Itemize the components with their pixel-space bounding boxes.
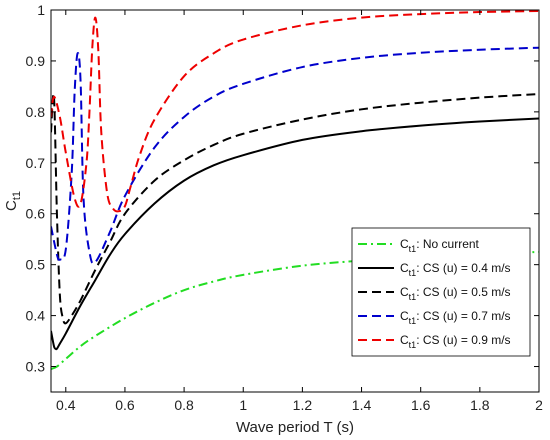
x-tick-label: 0.6: [115, 397, 135, 413]
legend-label-subscript: t1: [409, 268, 417, 278]
legend-label-main: C: [400, 333, 409, 347]
x-axis-title: Wave period T (s): [236, 419, 354, 436]
ticks-layer: 0.4 0.6 0.8 1 1.2 1.4 1.6 1.8 2 0.3 0.4 0.5 0.6 0.7 0.…: [26, 2, 544, 413]
legend-label-subscript: t1: [409, 244, 417, 254]
x-tick-label: 1.6: [411, 397, 431, 413]
legend-label-subscript: t1: [409, 316, 417, 326]
legend-label-text: : CS (u) = 0.9 m/s: [416, 333, 510, 347]
series-layer: [51, 10, 539, 371]
legend-label-subscript: t1: [409, 340, 417, 350]
y-axis-title-subscript: t1: [11, 191, 23, 200]
x-tick-label: 1.4: [352, 397, 372, 413]
y-axis-title-text: Ct1: [3, 191, 23, 211]
legend-label-main: C: [400, 309, 409, 323]
y-tick-label: 0.3: [26, 359, 46, 375]
legend-box: [351, 227, 531, 357]
legend-label-3: Ct1: CS (u) = 0.5 m/s: [400, 285, 511, 302]
legend-label-5: Ct1: CS (u) = 0.9 m/s: [400, 333, 511, 350]
x-tick-label: 1.8: [470, 397, 490, 413]
x-tick-label: 1: [239, 397, 247, 413]
series-line-1: [51, 250, 539, 371]
y-tick-label: 0.8: [26, 104, 46, 120]
x-tick-label: 1.2: [293, 397, 313, 413]
series-line-3: [51, 92, 539, 325]
legend-label-4: Ct1: CS (u) = 0.7 m/s: [400, 309, 511, 326]
legend-label-text: : No current: [416, 237, 479, 251]
y-tick-label: 0.7: [26, 155, 46, 171]
y-tick-label: 0.5: [26, 257, 46, 273]
legend-label-main: C: [400, 237, 409, 251]
legend-label-text: : CS (u) = 0.5 m/s: [416, 285, 510, 299]
plot-frame: [50, 9, 540, 393]
series-line-2: [51, 117, 539, 351]
y-axis-title: Ct1: [3, 191, 23, 211]
y-axis-title-main: C: [3, 200, 20, 211]
x-tick-label: 2: [535, 397, 543, 413]
legend-label-subscript: t1: [409, 292, 417, 302]
x-tick-label: 0.4: [56, 397, 76, 413]
legend-label-2: Ct1: CS (u) = 0.4 m/s: [400, 261, 511, 278]
legend-label-main: C: [400, 261, 409, 275]
series-line-4: [51, 46, 539, 265]
legend-label-text: : CS (u) = 0.7 m/s: [416, 309, 510, 323]
series-line-5: [51, 10, 539, 213]
legend-label-1: Ct1: No current: [400, 237, 480, 254]
legend-label-text: : CS (u) = 0.4 m/s: [416, 261, 510, 275]
legend-label-main: C: [400, 285, 409, 299]
y-tick-label: 0.4: [26, 308, 46, 324]
x-tick-label: 0.8: [174, 397, 194, 413]
y-tick-label: 0.9: [26, 53, 46, 69]
y-tick-label: 0.6: [26, 206, 46, 222]
y-tick-label: 1: [37, 2, 45, 18]
